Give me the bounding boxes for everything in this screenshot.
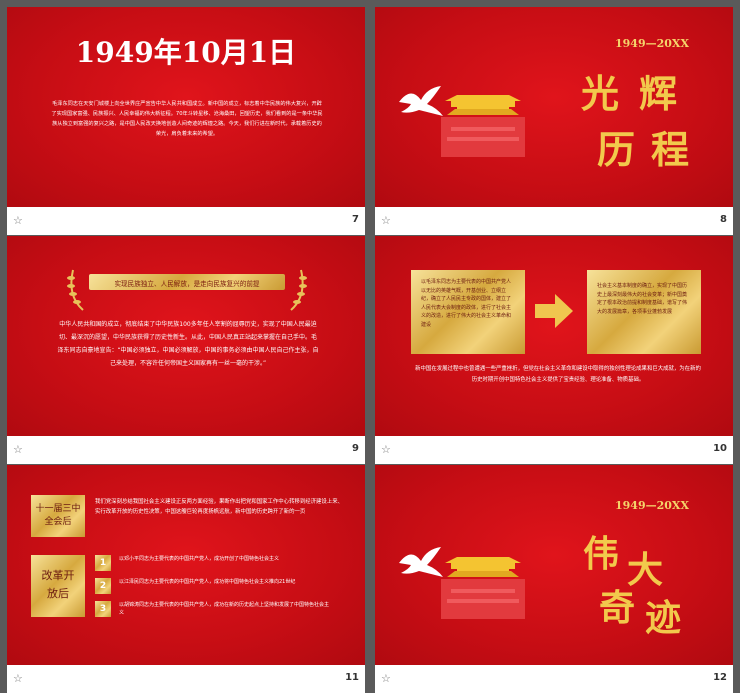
list-number: 2 [99, 581, 107, 591]
list-number-box: 3 [95, 601, 111, 617]
label-text: 十一届三中全会后 [35, 504, 81, 527]
list-number: 1 [99, 558, 107, 568]
list-number-box: 2 [95, 578, 111, 594]
slide-footer: ☆ 7 [7, 207, 365, 235]
list-text: 以胡锦涛同志为主要代表的中国共产党人，成功在新的历史起点上坚持和发展了中国特色社… [119, 602, 330, 616]
list-text: 以邓小平同志为主要代表的中国共产党人，成功开创了中国特色社会主义 [119, 556, 280, 562]
info-box-text: 以毛泽东同志为主要代表的中国共产党人以无比的英雄气概，开基创业、立纲立纪，确立了… [421, 279, 512, 328]
slide-canvas: 1949—20XX 伟 大 奇 迹 [375, 465, 733, 665]
slide-footer: ☆ 12 [375, 665, 733, 693]
list-number-box: 1 [95, 555, 111, 571]
slide-number: 10 [713, 443, 727, 454]
slide-title: 1949年10月1日 [75, 36, 297, 69]
slide-number: 7 [352, 214, 359, 225]
slide-heading-char: 光 [581, 71, 620, 116]
star-icon[interactable]: ☆ [381, 214, 391, 227]
slide-number: 12 [713, 672, 727, 683]
slide-number: 11 [345, 672, 359, 683]
slide-heading-char: 奇 [599, 587, 636, 629]
slide-heading-char: 伟 [583, 533, 620, 575]
star-icon[interactable]: ☆ [13, 443, 23, 456]
tiananmen-icon [437, 91, 529, 165]
dove-icon [397, 543, 447, 587]
slide-heading-char: 大 [627, 549, 664, 591]
slide-heading-char: 辉 [639, 71, 678, 116]
label-text: 改革开放后 [41, 569, 75, 600]
label-box: 十一届三中全会后 [31, 495, 85, 537]
slide-footer: ☆ 10 [375, 436, 733, 464]
star-icon[interactable]: ☆ [13, 672, 23, 685]
slide-body-text: 毛泽东同志在天安门城楼上向全世界庄严宣告中华人民共和国成立。新中国的成立，标志着… [51, 101, 323, 137]
slide-number: 9 [352, 443, 359, 454]
info-box-right: 社会主义基本制度的确立，实现了中国历史上最深刻最伟大的社会变革；新中国奠定了根本… [587, 270, 701, 354]
banner-text: 实现民族独立、人民解放，是走向民族复兴的前提 [114, 280, 260, 288]
slide-heading-char: 迹 [645, 597, 682, 639]
slide-heading-char: 程 [651, 127, 690, 172]
dove-icon [397, 82, 447, 126]
slide-footer: ☆ 8 [375, 207, 733, 235]
slide-canvas: 实现民族独立、人民解放，是走向民族复兴的前提 中华人民共和国的成立，彻底结束了中… [7, 236, 365, 436]
slide-canvas: 1949年10月1日 毛泽东同志在天安门城楼上向全世界庄严宣告中华人民共和国成立… [7, 7, 365, 207]
banner: 实现民族独立、人民解放，是走向民族复兴的前提 [89, 274, 285, 290]
info-box-text: 社会主义基本制度的确立，实现了中国历史上最深刻最伟大的社会变革；新中国奠定了根本… [597, 283, 688, 315]
slide-body-text: 我们党深刻总结我国社会主义建设正反两方面经验，果断作出把党和国家工作中心转移到经… [95, 499, 343, 515]
slide-canvas: 十一届三中全会后 我们党深刻总结我国社会主义建设正反两方面经验，果断作出把党和国… [7, 465, 365, 665]
years-label: 1949—20XX [615, 499, 689, 512]
tiananmen-icon [437, 553, 529, 627]
list-number: 3 [99, 604, 107, 614]
star-icon[interactable]: ☆ [381, 443, 391, 456]
slide-footer: ☆ 9 [7, 436, 365, 464]
list-item: 3 以胡锦涛同志为主要代表的中国共产党人，成功在新的历史起点上坚持和发展了中国特… [95, 601, 345, 619]
slide-footer: ☆ 11 [7, 665, 365, 693]
star-icon[interactable]: ☆ [13, 214, 23, 227]
slide-body-text: 新中国在发展过程中也曾遭遇一些严重挫折，但党在社会主义革命和建设中取得的独创性理… [415, 366, 701, 383]
slide-canvas: 1949—20XX 光 辉 历 程 [375, 7, 733, 207]
list-item: 1 以邓小平同志为主要代表的中国共产党人，成功开创了中国特色社会主义 [95, 555, 345, 573]
years-label: 1949—20XX [615, 37, 689, 50]
list-text: 以江泽民同志为主要代表的中国共产党人，成功将中国特色社会主义推向21世纪 [119, 579, 296, 585]
list-item: 2 以江泽民同志为主要代表的中国共产党人，成功将中国特色社会主义推向21世纪 [95, 578, 345, 596]
label-box: 改革开放后 [31, 555, 85, 617]
slide-number: 8 [720, 214, 727, 225]
info-box-left: 以毛泽东同志为主要代表的中国共产党人以无比的英雄气概，开基创业、立纲立纪，确立了… [411, 270, 525, 354]
star-icon[interactable]: ☆ [381, 672, 391, 685]
arrow-right-icon [535, 294, 573, 332]
slide-canvas: 以毛泽东同志为主要代表的中国共产党人以无比的英雄气概，开基创业、立纲立纪，确立了… [375, 236, 733, 436]
slide-heading-char: 历 [597, 127, 636, 172]
laurel-icon [287, 266, 309, 316]
slide-body-text: 中华人民共和国的成立，彻底结束了中华民族100多年任人宰割的屈辱历史，实现了中国… [57, 321, 319, 367]
laurel-icon [65, 266, 87, 316]
